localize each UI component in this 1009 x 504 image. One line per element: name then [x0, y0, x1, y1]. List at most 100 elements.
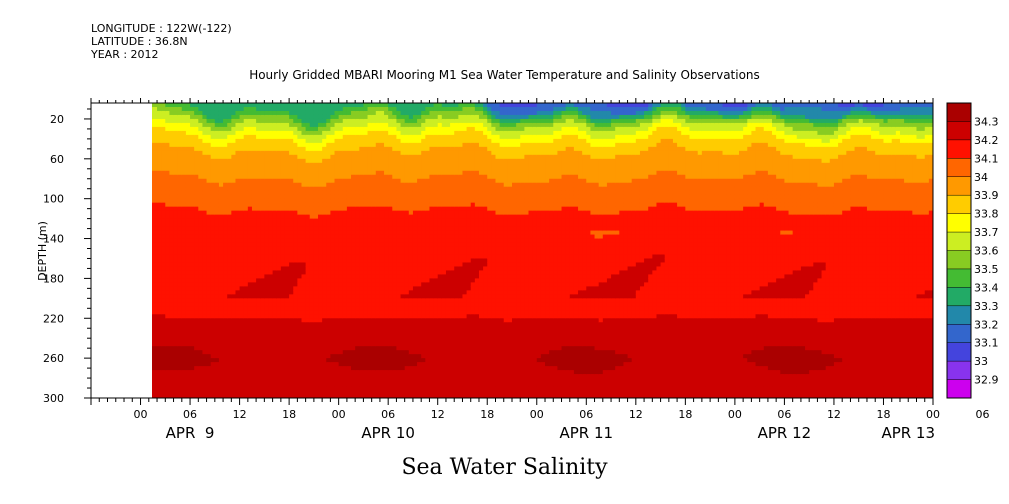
heat-cell	[379, 242, 385, 248]
heat-cell	[239, 334, 245, 339]
heat-cell	[371, 126, 377, 132]
heat-cell	[206, 214, 212, 220]
heat-cell	[313, 298, 319, 303]
heat-cell	[375, 142, 381, 148]
heat-cell	[157, 318, 162, 323]
heat-cell	[412, 334, 418, 339]
heat-cell	[264, 282, 270, 287]
heat-cell	[194, 166, 199, 172]
heat-cell	[412, 238, 418, 244]
heat-cell	[322, 194, 327, 200]
heat-cell	[326, 326, 331, 331]
heat-cell	[326, 262, 331, 268]
heat-cell	[384, 130, 389, 136]
heat-cell	[375, 322, 381, 327]
heat-cell	[392, 322, 398, 327]
heat-cell	[371, 130, 377, 136]
heat-cell	[260, 202, 265, 208]
heat-cell	[202, 150, 208, 156]
heat-cell	[227, 318, 232, 323]
heat-cell	[359, 182, 365, 188]
heat-cell	[185, 182, 191, 188]
heat-cell	[157, 222, 162, 228]
heat-cell	[342, 238, 348, 244]
heat-cell	[165, 366, 171, 371]
heat-cell	[190, 142, 195, 148]
heat-cell	[305, 194, 311, 200]
heat-cell	[371, 218, 377, 224]
heat-cell	[264, 286, 270, 291]
heat-cell	[359, 218, 365, 224]
heat-cell	[256, 210, 261, 216]
heat-cell	[264, 110, 270, 116]
heat-cell	[289, 174, 294, 180]
heat-cell	[206, 246, 212, 252]
heat-cell	[293, 318, 298, 323]
heat-cell	[152, 186, 158, 192]
heat-cell	[322, 330, 327, 335]
heat-cell	[202, 154, 208, 160]
heat-cell	[318, 250, 323, 256]
heat-cell	[305, 346, 311, 351]
heat-cell	[272, 330, 278, 335]
heat-cell	[326, 362, 331, 367]
heat-cell	[190, 258, 195, 264]
heat-cell	[313, 210, 319, 216]
heat-cell	[400, 286, 406, 291]
heat-cell	[256, 114, 261, 120]
heat-cell	[206, 150, 212, 156]
heat-cell	[297, 318, 303, 323]
heat-cell	[173, 346, 179, 351]
heat-cell	[342, 134, 348, 140]
heat-cell	[260, 254, 265, 260]
heat-cell	[235, 298, 241, 303]
heat-cell	[363, 238, 369, 244]
heat-cell	[190, 222, 195, 228]
heat-cell	[198, 342, 204, 347]
heat-cell	[243, 354, 249, 359]
heat-cell	[251, 270, 257, 276]
heat-cell	[218, 286, 224, 291]
heat-cell	[268, 306, 274, 311]
heat-cell	[379, 342, 385, 347]
heat-cell	[338, 170, 344, 176]
heat-cell	[227, 134, 232, 140]
heat-cell	[293, 198, 298, 204]
heat-cell	[185, 250, 191, 256]
heat-cell	[375, 202, 381, 208]
heat-cell	[256, 390, 261, 395]
heat-cell	[152, 230, 154, 236]
heat-cell	[256, 262, 261, 268]
heat-cell	[206, 350, 212, 355]
heat-cell	[355, 286, 360, 291]
heat-cell	[334, 254, 340, 260]
heat-cell	[251, 118, 257, 124]
heat-cell	[280, 346, 286, 351]
heat-cell	[194, 374, 199, 379]
heat-cell	[313, 158, 319, 164]
heat-cell	[251, 134, 257, 140]
heat-cell	[276, 242, 282, 248]
heat-cell	[206, 106, 212, 112]
heat-cell	[243, 254, 249, 260]
heat-cell	[359, 362, 365, 367]
heat-cell	[157, 134, 162, 140]
heat-cell	[342, 194, 348, 200]
heat-cell	[355, 206, 360, 212]
heat-cell	[318, 166, 323, 172]
heat-cell	[169, 146, 175, 152]
heat-cell	[359, 186, 365, 192]
heat-cell	[379, 226, 385, 232]
heat-cell	[231, 130, 237, 136]
heat-cell	[375, 314, 381, 319]
heat-cell	[173, 134, 179, 140]
heat-cell	[284, 286, 290, 291]
heat-cell	[313, 354, 319, 359]
heat-cell	[330, 114, 336, 120]
heat-cell	[264, 158, 270, 164]
heat-cell	[284, 390, 290, 395]
heat-cell	[239, 318, 245, 323]
heat-cell	[359, 250, 365, 256]
heat-cell	[268, 318, 274, 323]
heat-cell	[400, 118, 406, 124]
